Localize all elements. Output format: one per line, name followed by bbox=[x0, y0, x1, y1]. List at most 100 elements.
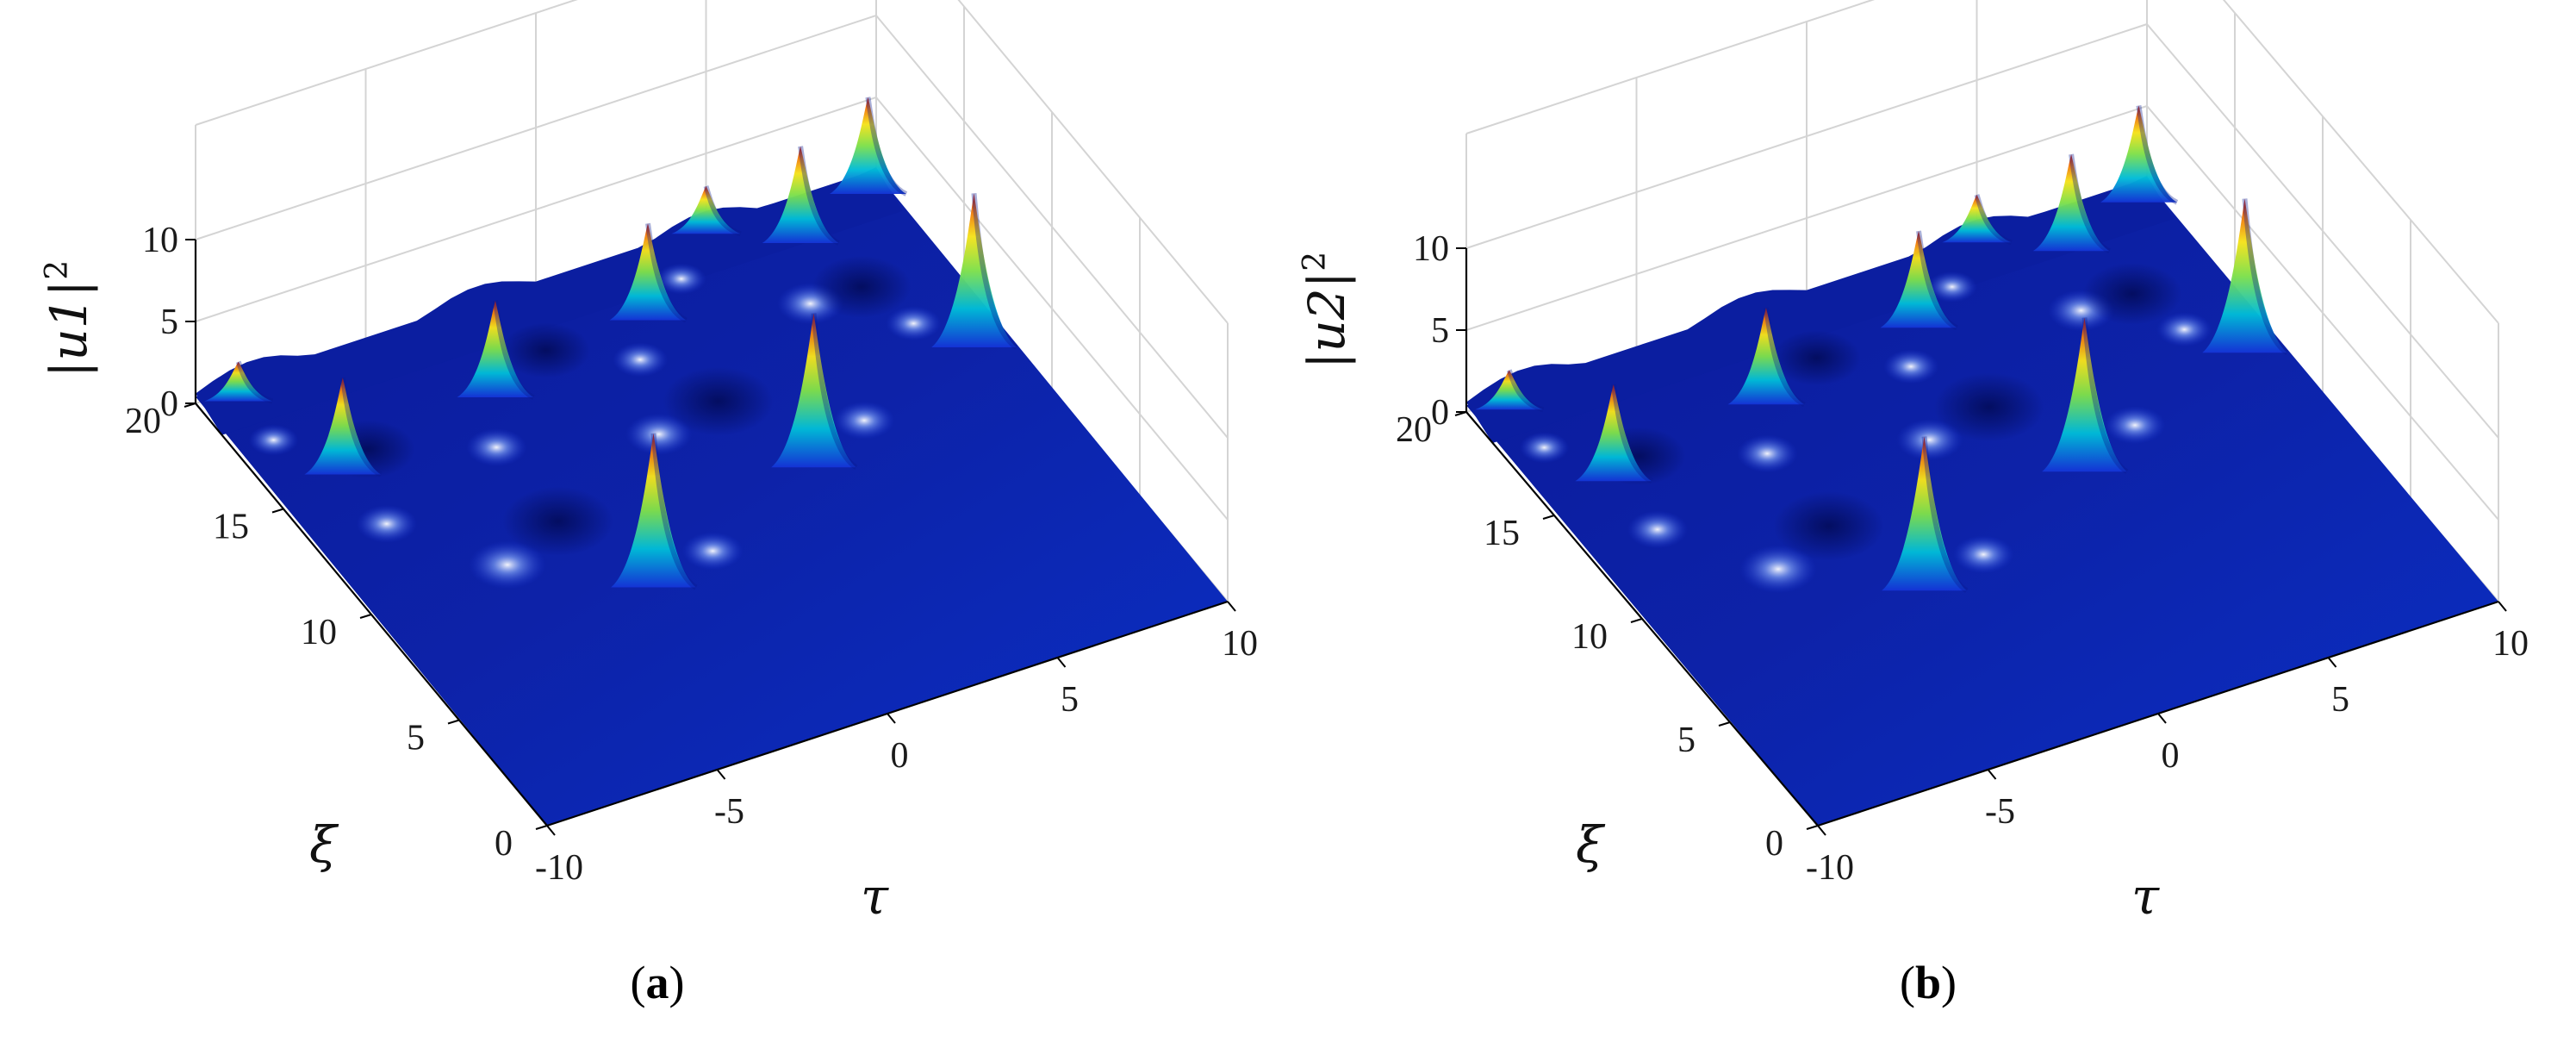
surface-highlight bbox=[1627, 510, 1689, 549]
tau-tick-label: 5 bbox=[2331, 680, 2349, 720]
tau-tick-label: -5 bbox=[714, 792, 744, 832]
peak-body bbox=[1942, 195, 2012, 243]
peak bbox=[2032, 153, 2111, 254]
peak bbox=[2202, 198, 2289, 355]
peaks bbox=[204, 97, 1018, 590]
peak bbox=[830, 97, 908, 197]
peak-shadow bbox=[235, 360, 274, 404]
xi-tick-label: 20 bbox=[125, 402, 161, 441]
peak-shadow bbox=[1506, 369, 1545, 413]
tau-tick-label: 10 bbox=[2492, 624, 2529, 664]
surface-highlight bbox=[1883, 349, 1939, 384]
peak bbox=[1727, 307, 1806, 408]
peak-shadow bbox=[703, 185, 742, 237]
xi-tick bbox=[535, 825, 548, 830]
tau-tick bbox=[1817, 825, 1826, 836]
z-tick-label: 0 bbox=[160, 384, 178, 424]
surface-dimple bbox=[501, 322, 590, 378]
tau-tick-label: 5 bbox=[1061, 680, 1079, 720]
tau-tick-label: 10 bbox=[1222, 624, 1258, 664]
tau-tick-label: 0 bbox=[891, 736, 909, 776]
surface-highlight bbox=[886, 306, 942, 341]
peak bbox=[931, 192, 1018, 350]
surface-dimple bbox=[1773, 491, 1884, 561]
peak-body bbox=[1475, 370, 1544, 410]
peak-body bbox=[671, 186, 741, 234]
surface-dimple bbox=[502, 486, 613, 556]
peak-body bbox=[611, 433, 696, 588]
tau-tick bbox=[1056, 657, 1067, 668]
tau-tick bbox=[887, 713, 896, 724]
surface-dimple bbox=[2082, 262, 2182, 325]
peak-shadow bbox=[2069, 153, 2111, 254]
peak-body bbox=[304, 377, 382, 475]
tau-tick bbox=[546, 825, 556, 836]
peak-body bbox=[2202, 198, 2287, 353]
peak-shadow bbox=[971, 192, 1018, 350]
peak-body bbox=[762, 146, 839, 244]
surface-highlight bbox=[469, 540, 546, 590]
xi-tick-label: 15 bbox=[213, 508, 249, 547]
peak-shadow bbox=[1974, 194, 2013, 246]
surface-highlight bbox=[1737, 434, 1798, 473]
surface-highlight bbox=[613, 342, 669, 377]
surface-highlight bbox=[2104, 406, 2166, 445]
surface-highlight bbox=[625, 413, 693, 455]
surface-highlight bbox=[1739, 545, 1817, 594]
peak bbox=[1882, 436, 1969, 593]
peak-shadow bbox=[1763, 307, 1806, 408]
xi-tick-label: 5 bbox=[1677, 721, 1696, 760]
z-tick-label: 10 bbox=[1413, 229, 1449, 269]
surface-highlight bbox=[356, 504, 417, 543]
peak-body bbox=[2032, 154, 2110, 252]
peak bbox=[611, 433, 698, 590]
surface-highlight bbox=[1519, 432, 1570, 464]
surface-highlight bbox=[682, 532, 744, 571]
peak bbox=[762, 146, 840, 246]
surface-highlight bbox=[833, 401, 895, 440]
peak-shadow bbox=[339, 377, 383, 477]
peak-body bbox=[2042, 317, 2127, 472]
xi-tick-label: 5 bbox=[407, 719, 425, 758]
peak bbox=[771, 313, 858, 470]
peak bbox=[204, 360, 274, 404]
surface-shading bbox=[1519, 262, 2212, 594]
peak bbox=[1880, 230, 1958, 331]
tau-axis-title: τ bbox=[2131, 867, 2160, 926]
surface-highlight bbox=[1927, 271, 1977, 303]
peak-body bbox=[771, 313, 856, 468]
tau-tick bbox=[716, 769, 726, 780]
tau-tick-label: -5 bbox=[1985, 792, 2015, 832]
surface-dimple bbox=[663, 366, 774, 436]
peaks bbox=[1475, 105, 2289, 593]
back-walls bbox=[195, 0, 1229, 602]
xi-tick-label: 0 bbox=[1765, 824, 1783, 864]
surface-highlight bbox=[1896, 419, 1963, 461]
tau-tick-label: -10 bbox=[535, 848, 583, 888]
peak bbox=[457, 300, 535, 400]
xi-axis-title: ξ bbox=[309, 815, 339, 874]
peak-body bbox=[1880, 231, 1957, 328]
peak-shadow bbox=[2242, 198, 2289, 355]
peak bbox=[1942, 194, 2013, 246]
xi-tick bbox=[271, 508, 284, 514]
panel-label: (a) bbox=[631, 957, 685, 1008]
peak bbox=[304, 377, 383, 477]
surface-highlight bbox=[656, 263, 706, 295]
surface-dimple bbox=[1933, 372, 2044, 442]
xi-tick-label: 0 bbox=[495, 824, 513, 864]
xi-tick-label: 15 bbox=[1484, 514, 1520, 553]
xi-tick-label: 20 bbox=[1396, 410, 1432, 450]
peak-body bbox=[931, 193, 1017, 348]
tau-tick bbox=[2157, 713, 2167, 724]
panel-label: (b) bbox=[1900, 957, 1957, 1008]
peak-body bbox=[609, 223, 687, 321]
box-top-edge bbox=[1465, 0, 2499, 324]
tau-tick bbox=[1227, 601, 1236, 612]
z-tick-label: 5 bbox=[160, 303, 178, 342]
peak-shadow bbox=[1921, 436, 1969, 593]
peak bbox=[609, 222, 688, 323]
